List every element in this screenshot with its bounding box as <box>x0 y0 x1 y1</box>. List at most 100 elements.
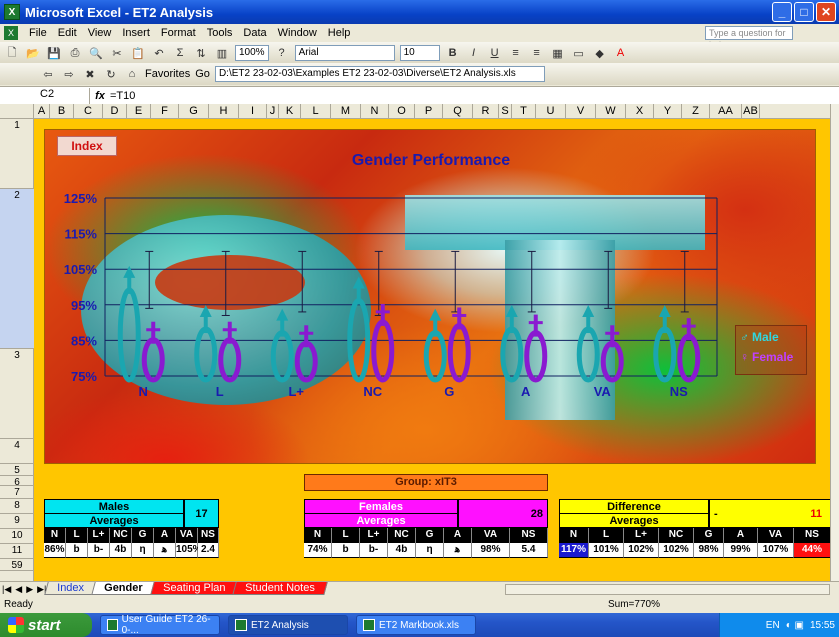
column-header-k[interactable]: K <box>279 104 301 118</box>
menu-view[interactable]: View <box>87 27 112 39</box>
name-box[interactable]: C2 <box>0 87 90 104</box>
undo-icon[interactable]: ↶ <box>154 47 164 60</box>
column-header-m[interactable]: M <box>331 104 361 118</box>
row-header-3[interactable]: 3 <box>0 349 34 439</box>
align-left-icon[interactable]: ≡ <box>512 47 519 59</box>
tab-student-notes[interactable]: Student Notes <box>232 582 328 595</box>
sum-icon[interactable]: Σ <box>176 47 184 59</box>
tray-icons[interactable]: ◐ ▣ <box>785 619 804 631</box>
italic-icon[interactable]: I <box>472 47 476 59</box>
tab-nav-first-icon[interactable]: |◀ <box>2 584 12 594</box>
fx-icon[interactable]: fx <box>95 89 105 102</box>
row-header-8[interactable]: 8 <box>0 499 34 514</box>
go-menu[interactable]: Go <box>195 68 210 80</box>
minimize-button[interactable]: _ <box>772 2 792 22</box>
favorites-menu[interactable]: Favorites <box>145 68 191 80</box>
row-header-11[interactable]: 11 <box>0 544 34 559</box>
save-icon[interactable]: 💾 <box>47 47 61 60</box>
start-button[interactable]: start <box>0 613 92 637</box>
females-value-7[interactable]: 5.4 <box>510 543 548 558</box>
column-header-i[interactable]: I <box>239 104 267 118</box>
difference-value-5[interactable]: 99% <box>724 543 758 558</box>
column-header-n[interactable]: N <box>361 104 389 118</box>
merge-icon[interactable]: ▦ <box>552 47 563 60</box>
help-icon[interactable]: ? <box>278 47 285 59</box>
difference-value-6[interactable]: 107% <box>758 543 794 558</box>
males-value-7[interactable]: 2.4 <box>198 543 219 558</box>
menu-edit[interactable]: Edit <box>57 27 77 39</box>
column-header-c[interactable]: C <box>74 104 103 118</box>
males-value-1[interactable]: b <box>66 543 88 558</box>
column-header-h[interactable]: H <box>209 104 239 118</box>
difference-value-3[interactable]: 102% <box>659 543 694 558</box>
align-center-icon[interactable]: ≡ <box>533 47 540 59</box>
row-header-59[interactable]: 59 <box>0 559 34 571</box>
bold-icon[interactable]: B <box>448 47 457 59</box>
column-header-ab[interactable]: AB <box>742 104 760 118</box>
new-icon[interactable]: 🗋 <box>7 46 17 59</box>
chart-wizard-icon[interactable]: ▥ <box>216 47 228 60</box>
print-icon[interactable]: ⎙ <box>70 46 80 59</box>
preview-icon[interactable]: 🔍 <box>89 47 103 60</box>
column-header-g[interactable]: G <box>179 104 209 118</box>
row-header-10[interactable]: 10 <box>0 529 34 544</box>
stop-icon[interactable]: ✖ <box>85 68 95 81</box>
row-header-9[interactable]: 9 <box>0 514 34 529</box>
column-header-u[interactable]: U <box>536 104 566 118</box>
difference-value-7[interactable]: 44% <box>794 543 831 558</box>
sort-icon[interactable]: ⇅ <box>196 47 206 60</box>
menu-window[interactable]: Window <box>277 27 317 39</box>
formula-input[interactable]: =T10 <box>110 89 136 102</box>
workbook-icon[interactable]: X <box>4 26 18 40</box>
column-header-j[interactable]: J <box>267 104 279 118</box>
row-header-6[interactable]: 6 <box>0 476 34 488</box>
taskbar-et2-analysis[interactable]: ET2 Analysis <box>228 615 348 635</box>
column-header-x[interactable]: X <box>626 104 654 118</box>
difference-value-0[interactable]: 117% <box>559 543 589 558</box>
font-color-icon[interactable]: A <box>616 47 625 59</box>
close-button[interactable]: ✕ <box>816 2 836 22</box>
column-header-v[interactable]: V <box>566 104 596 118</box>
tab-gender[interactable]: Gender <box>91 582 156 595</box>
gender-performance-chart[interactable]: Index Gender Performance 75% 85% 95% 105% 11… <box>44 129 816 464</box>
males-value-0[interactable]: 86% <box>44 543 66 558</box>
column-header-w[interactable]: W <box>596 104 626 118</box>
tab-nav-last-icon[interactable]: ▶| <box>37 584 47 594</box>
menu-tools[interactable]: Tools <box>206 27 233 39</box>
tab-index[interactable]: Index <box>44 582 98 595</box>
cut-icon[interactable]: ✂ <box>112 47 122 60</box>
row-header-4[interactable]: 4 <box>0 439 34 464</box>
males-value-5[interactable]: ﻫ <box>154 543 176 558</box>
column-header-e[interactable]: E <box>127 104 151 118</box>
maximize-button[interactable]: □ <box>794 2 814 22</box>
font-size-select[interactable]: 10 <box>399 45 440 61</box>
column-header-q[interactable]: Q <box>443 104 473 118</box>
open-icon[interactable]: 📂 <box>26 47 40 60</box>
males-value-2[interactable]: b- <box>88 543 110 558</box>
column-header-f[interactable]: F <box>151 104 179 118</box>
females-value-0[interactable]: 74% <box>304 543 332 558</box>
underline-icon[interactable]: U <box>490 47 499 59</box>
column-header-p[interactable]: P <box>415 104 443 118</box>
fill-color-icon[interactable]: ◆ <box>595 47 604 60</box>
address-input[interactable]: D:\ET2 23-02-03\Examples ET2 23-02-03\Di… <box>214 66 545 82</box>
row-header-7[interactable]: 7 <box>0 486 34 499</box>
females-value-6[interactable]: 98% <box>472 543 510 558</box>
menu-insert[interactable]: Insert <box>122 27 150 39</box>
refresh-icon[interactable]: ↻ <box>106 68 116 81</box>
females-value-1[interactable]: b <box>332 543 360 558</box>
back-icon[interactable]: ⇦ <box>43 68 53 81</box>
tab-seating-plan[interactable]: Seating Plan <box>150 582 238 595</box>
females-value-5[interactable]: ﻫ <box>444 543 472 558</box>
females-value-3[interactable]: 4b <box>388 543 416 558</box>
column-header-l[interactable]: L <box>301 104 331 118</box>
difference-value-1[interactable]: 101% <box>589 543 624 558</box>
column-header-z[interactable]: Z <box>682 104 710 118</box>
paste-icon[interactable]: 📋 <box>131 47 145 60</box>
taskbar-et2-markbook[interactable]: ET2 Markbook.xls <box>356 615 476 635</box>
column-header-o[interactable]: O <box>389 104 415 118</box>
column-header-aa[interactable]: AA <box>710 104 742 118</box>
difference-value-2[interactable]: 102% <box>624 543 659 558</box>
tab-nav-next-icon[interactable]: ▶ <box>26 584 34 594</box>
home-icon[interactable]: ⌂ <box>128 68 136 80</box>
